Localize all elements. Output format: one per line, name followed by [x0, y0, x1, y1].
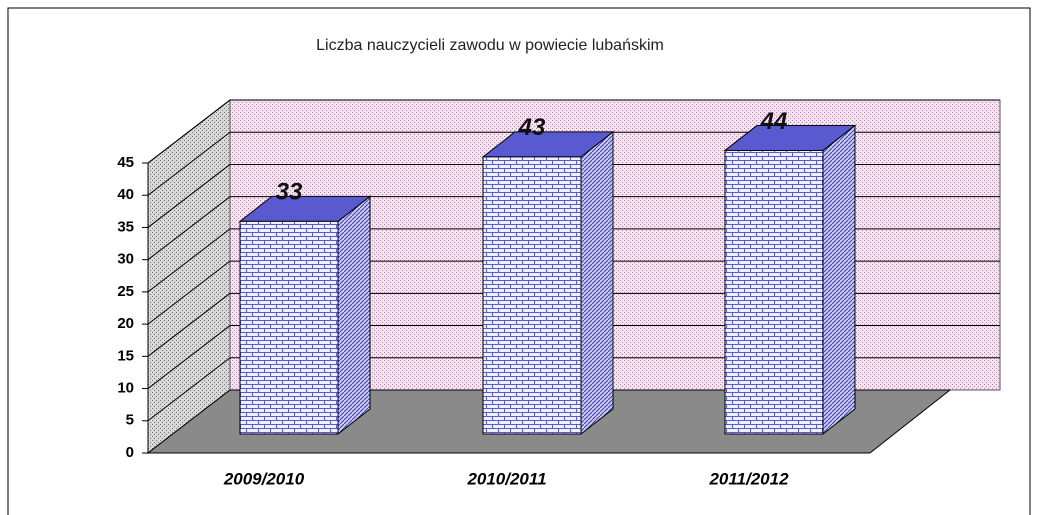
bar: [239, 220, 339, 435]
y-tick-label: 0: [126, 444, 134, 461]
bar-side: [822, 124, 856, 436]
x-tick-label: 2010/2011: [466, 469, 546, 488]
bar-side: [337, 195, 371, 436]
value-label: 33: [276, 179, 303, 206]
y-tick-label: 10: [117, 380, 134, 397]
y-tick-label: 45: [117, 154, 134, 171]
grid-line: [147, 228, 231, 293]
grid-line: [147, 99, 231, 164]
grid-line: [147, 357, 231, 422]
y-tick-label: 40: [117, 186, 134, 203]
y-tick-label: 35: [117, 218, 134, 235]
grid-line: [147, 260, 231, 325]
chart-title: Liczba nauczycieli zawodu w powiecie lub…: [316, 37, 664, 54]
grid-line: [147, 292, 231, 357]
grid-line: [147, 164, 231, 228]
y-tick-label: 5: [126, 412, 134, 429]
x-tick-label: 2009/2010: [223, 469, 305, 488]
bar-side: [580, 130, 614, 436]
value-label: 43: [518, 114, 546, 141]
bar: [482, 156, 582, 435]
value-label: 44: [760, 108, 788, 135]
bar: [724, 149, 824, 435]
y-tick-label: 20: [117, 315, 134, 332]
frame: [7, 7, 1031, 515]
grid-line: [147, 196, 231, 261]
grid-line: [147, 131, 231, 196]
y-tick-label: 25: [117, 283, 134, 300]
y-tick-label: 15: [117, 347, 134, 364]
y-tick-label: 30: [117, 251, 134, 268]
grid-line: [147, 325, 231, 389]
x-tick-label: 2011/2012: [708, 469, 789, 488]
